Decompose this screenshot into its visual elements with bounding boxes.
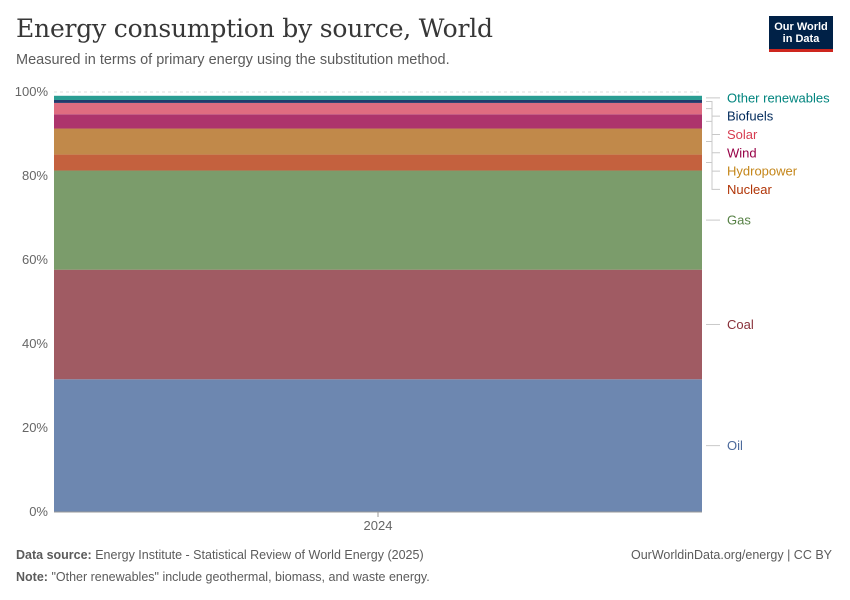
bar-segment-solar[interactable]	[54, 102, 702, 115]
bar-segment-oil[interactable]	[54, 379, 702, 512]
stacked-bar-chart: 0% 20% 40% 60% 80% 100% 2024 Oil Coal Gas Nuclea…	[15, 84, 830, 533]
bar-segment-gas[interactable]	[54, 170, 702, 270]
y-tick-label: 60%	[22, 252, 48, 267]
y-tick-label: 0%	[29, 504, 48, 519]
bar-segment-nuclear[interactable]	[54, 154, 702, 171]
series-label-nuclear[interactable]: Nuclear	[727, 182, 772, 197]
bar-segment-wind[interactable]	[54, 114, 702, 129]
logo-line-1: Our World	[774, 21, 828, 33]
chart-title: Energy consumption by source, World	[16, 14, 493, 43]
bar-segments	[54, 95, 702, 512]
y-axis: 0% 20% 40% 60% 80% 100%	[15, 84, 49, 519]
owid-logo[interactable]: Our World in Data	[769, 16, 833, 52]
note-text: "Other renewables" include geothermal, b…	[51, 570, 430, 584]
y-tick-label: 100%	[15, 84, 49, 99]
series-label-hydropower[interactable]: Hydropower	[727, 164, 798, 179]
y-tick-label: 20%	[22, 420, 48, 435]
y-tick-label: 80%	[22, 168, 48, 183]
data-source: Data source: Energy Institute - Statisti…	[16, 548, 424, 562]
label-connector	[706, 108, 720, 135]
data-source-text: Energy Institute - Statistical Review of…	[95, 548, 424, 562]
bar-segment-hydropower[interactable]	[54, 128, 702, 155]
series-label-coal[interactable]: Coal	[727, 317, 754, 332]
chart-note: Note: "Other renewables" include geother…	[16, 570, 430, 584]
source-url-link[interactable]: OurWorldinData.org/energy | CC BY	[630, 548, 832, 562]
series-label-solar[interactable]: Solar	[727, 127, 758, 142]
series-label-oil[interactable]: Oil	[727, 438, 743, 453]
x-axis: 2024	[54, 511, 702, 533]
label-connector	[706, 100, 720, 117]
bar-segment-biofuels[interactable]	[54, 99, 702, 103]
series-labels: Oil Coal Gas Nuclear Hydropower Wind Solar Biof…	[706, 90, 830, 453]
chart-subtitle: Measured in terms of primary energy usin…	[16, 52, 450, 68]
bar-segment-other-renewables[interactable]	[54, 95, 702, 100]
series-label-wind[interactable]: Wind	[727, 145, 757, 160]
note-label: Note:	[16, 570, 48, 584]
label-connector	[706, 141, 720, 172]
logo-line-2: in Data	[782, 33, 820, 45]
x-tick-label: 2024	[364, 518, 393, 533]
series-label-other-renewables[interactable]: Other renewables	[727, 90, 830, 105]
bar-segment-coal[interactable]	[54, 269, 702, 380]
series-label-gas[interactable]: Gas	[727, 213, 751, 228]
series-label-biofuels[interactable]: Biofuels	[727, 109, 774, 124]
label-connector	[706, 120, 720, 154]
y-tick-label: 40%	[22, 336, 48, 351]
data-source-label: Data source:	[16, 548, 92, 562]
label-connector	[706, 162, 720, 190]
